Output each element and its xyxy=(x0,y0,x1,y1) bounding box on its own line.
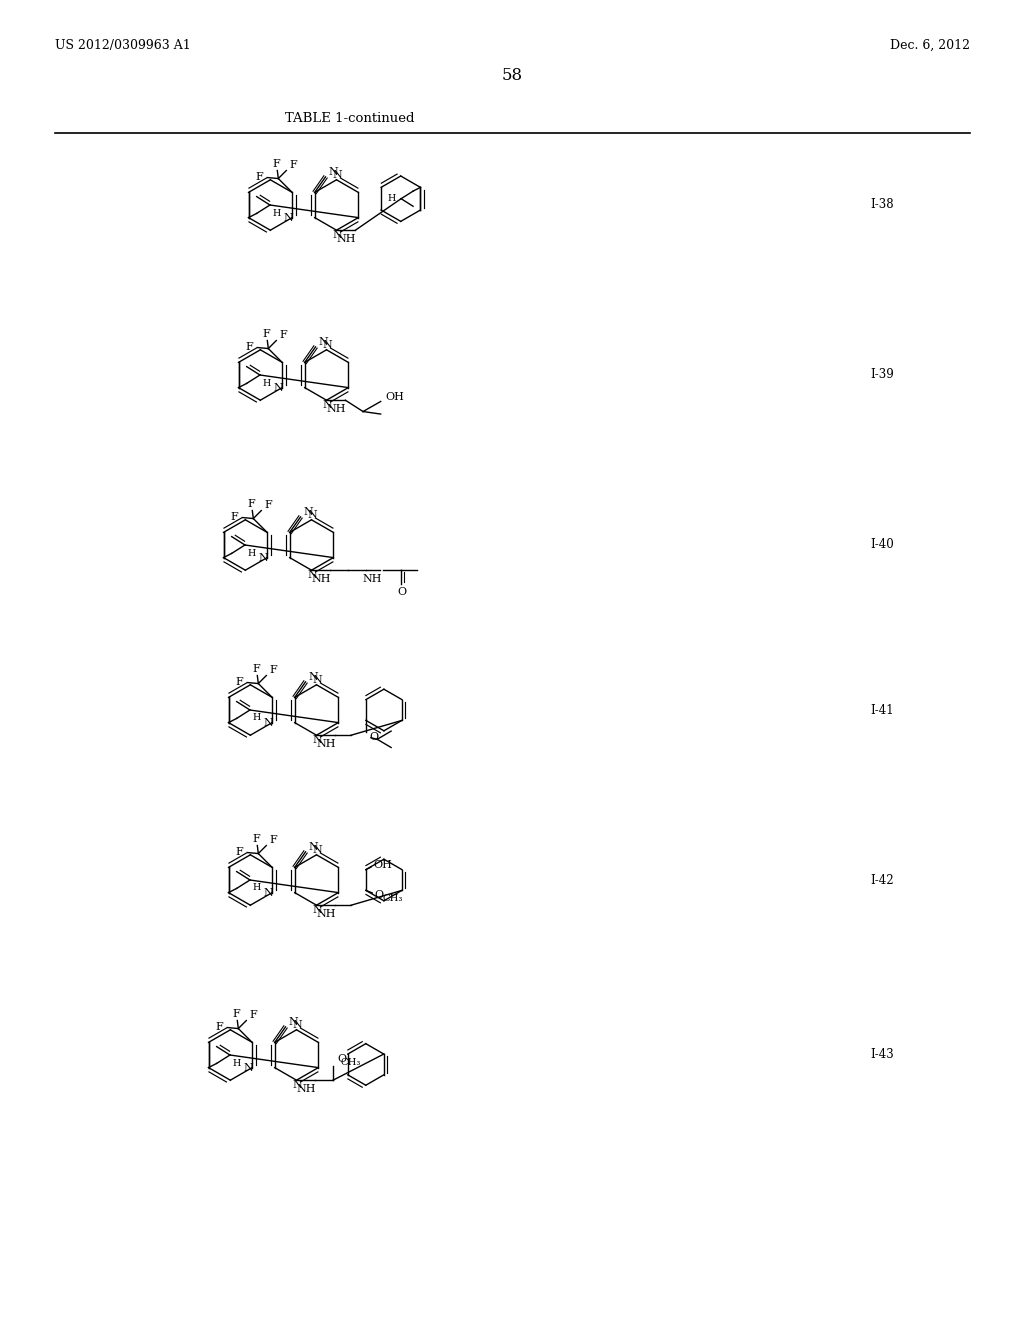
Text: N: N xyxy=(307,570,317,581)
Text: N: N xyxy=(323,400,333,411)
Text: F: F xyxy=(262,329,270,338)
Text: OH: OH xyxy=(386,392,404,403)
Text: F: F xyxy=(269,834,278,845)
Text: F: F xyxy=(230,512,239,521)
Text: N: N xyxy=(312,845,323,855)
Text: O: O xyxy=(337,1055,346,1064)
Text: I-39: I-39 xyxy=(870,368,894,381)
Text: I-40: I-40 xyxy=(870,539,894,552)
Text: CH₃: CH₃ xyxy=(341,1059,361,1067)
Text: NH: NH xyxy=(336,234,355,244)
Text: N: N xyxy=(312,906,323,915)
Text: NH: NH xyxy=(327,404,346,414)
Text: N: N xyxy=(329,166,338,177)
Text: I-42: I-42 xyxy=(870,874,894,887)
Text: H: H xyxy=(272,209,281,218)
Text: N: N xyxy=(258,553,268,562)
Text: H: H xyxy=(263,379,271,388)
Text: F: F xyxy=(280,330,287,339)
Text: Dec. 6, 2012: Dec. 6, 2012 xyxy=(890,38,970,51)
Text: N: N xyxy=(263,887,273,898)
Text: N: N xyxy=(263,718,273,727)
Text: F: F xyxy=(272,158,281,169)
Text: NH: NH xyxy=(362,574,382,585)
Text: N: N xyxy=(318,337,329,347)
Text: N: N xyxy=(312,735,323,746)
Text: N: N xyxy=(273,383,283,392)
Text: N: N xyxy=(333,170,342,180)
Text: CH₃: CH₃ xyxy=(382,894,402,903)
Text: I-41: I-41 xyxy=(870,704,894,717)
Text: H: H xyxy=(232,1059,241,1068)
Text: NH: NH xyxy=(316,739,336,750)
Text: I-38: I-38 xyxy=(870,198,894,211)
Text: I-43: I-43 xyxy=(870,1048,894,1061)
Text: O: O xyxy=(375,891,384,900)
Text: F: F xyxy=(215,1022,223,1031)
Text: NH: NH xyxy=(311,574,331,585)
Text: F: F xyxy=(232,1008,241,1019)
Text: F: F xyxy=(236,846,243,857)
Text: F: F xyxy=(246,342,253,351)
Text: OH: OH xyxy=(374,859,392,870)
Text: F: F xyxy=(248,499,255,508)
Text: H: H xyxy=(253,714,261,722)
Text: F: F xyxy=(253,833,260,843)
Text: NH: NH xyxy=(316,909,336,919)
Text: N: N xyxy=(308,842,318,851)
Text: F: F xyxy=(253,664,260,673)
Text: N: N xyxy=(333,230,342,240)
Text: F: F xyxy=(269,664,278,675)
Text: TABLE 1-continued: TABLE 1-continued xyxy=(286,111,415,124)
Text: F: F xyxy=(290,160,297,169)
Text: F: F xyxy=(250,1010,257,1019)
Text: NH: NH xyxy=(296,1084,315,1094)
Text: N: N xyxy=(303,507,313,517)
Text: F: F xyxy=(255,172,263,182)
Text: N: N xyxy=(323,339,333,350)
Text: N: N xyxy=(284,213,293,223)
Text: F: F xyxy=(264,499,272,510)
Text: N: N xyxy=(293,1080,302,1090)
Text: N: N xyxy=(307,510,317,520)
Text: F: F xyxy=(236,677,243,686)
Text: H: H xyxy=(253,883,261,892)
Text: O: O xyxy=(369,731,378,742)
Text: H: H xyxy=(388,194,396,203)
Text: 58: 58 xyxy=(502,66,522,83)
Text: N: N xyxy=(244,1063,253,1073)
Text: N: N xyxy=(312,675,323,685)
Text: N: N xyxy=(293,1020,302,1030)
Text: US 2012/0309963 A1: US 2012/0309963 A1 xyxy=(55,38,190,51)
Text: N: N xyxy=(308,672,318,682)
Text: O: O xyxy=(397,587,407,597)
Text: N: N xyxy=(289,1016,298,1027)
Text: H: H xyxy=(248,549,256,557)
